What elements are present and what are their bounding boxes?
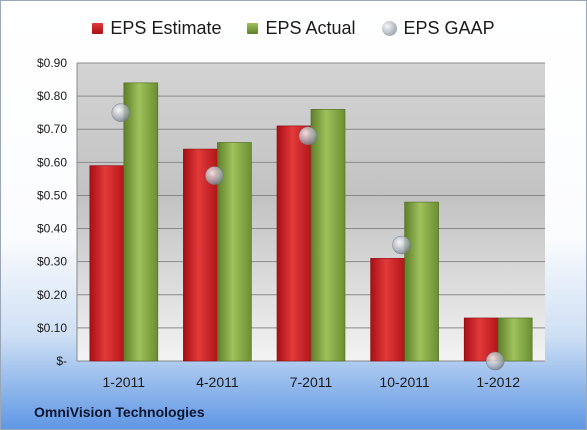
marker-eps-gaap — [485, 351, 505, 371]
x-tick-label: 4-2011 — [196, 374, 239, 390]
legend-item-eps-gaap: EPS GAAP — [381, 18, 495, 39]
chart-legend: EPS Estimate EPS Actual EPS GAAP — [1, 18, 586, 39]
bar-eps-estimate — [89, 165, 125, 362]
x-tick-label: 10-2011 — [379, 374, 430, 390]
bar-eps-actual — [310, 109, 346, 362]
legend-item-eps-actual: EPS Actual — [247, 18, 356, 39]
y-tick-label: $0.60 — [37, 155, 67, 169]
y-tick-label: $0.50 — [37, 188, 67, 202]
marker-eps-gaap — [298, 126, 318, 146]
legend-swatch-eps-estimate — [92, 23, 104, 34]
x-tick-label: 1-2012 — [476, 374, 520, 390]
y-tick-label: $- — [56, 354, 67, 368]
y-tick-label: $0.40 — [37, 222, 67, 236]
y-tick-label: $0.10 — [37, 321, 67, 335]
legend-swatch-eps-gaap — [381, 21, 397, 36]
x-tick-label: 1-2011 — [103, 374, 146, 390]
bar-eps-actual — [123, 82, 159, 362]
legend-item-eps-estimate: EPS Estimate — [92, 18, 221, 39]
legend-label-eps-actual: EPS Actual — [265, 18, 356, 38]
y-tick-label: $0.20 — [37, 288, 67, 302]
bar-eps-actual — [404, 201, 439, 362]
x-tick-label: 7-2011 — [290, 374, 333, 390]
marker-eps-gaap — [205, 166, 224, 185]
y-tick-label: $0.70 — [37, 122, 67, 136]
marker-eps-gaap — [111, 103, 131, 122]
y-tick-label: $0.30 — [37, 255, 67, 269]
bar-eps-estimate — [276, 125, 312, 362]
y-tick-label: $0.80 — [37, 89, 67, 103]
company-name: OmniVision Technologies — [34, 404, 205, 420]
bar-eps-estimate — [370, 258, 405, 362]
legend-label-eps-estimate: EPS Estimate — [110, 18, 222, 38]
y-tick-label: $0.90 — [37, 56, 67, 70]
legend-label-eps-gaap: EPS GAAP — [403, 18, 495, 38]
legend-swatch-eps-actual — [247, 23, 259, 34]
marker-eps-gaap — [392, 235, 411, 255]
bar-eps-actual — [497, 317, 533, 362]
